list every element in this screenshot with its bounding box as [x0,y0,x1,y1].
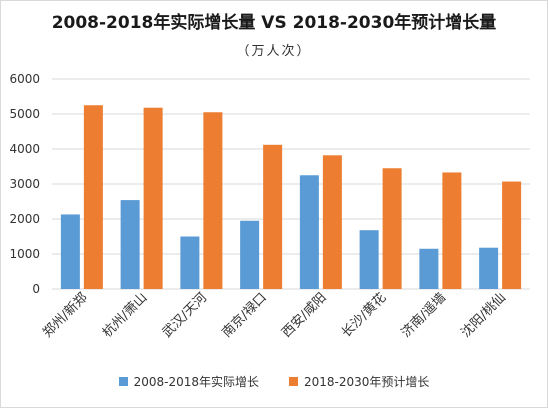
chart-title: 2008-2018年实际增长量 VS 2018-2030年预计增长量 [51,13,497,33]
bar-actual [299,175,319,289]
bar-actual [120,200,140,289]
bar-forecast [83,105,103,289]
y-tick-label: 3000 [9,177,40,191]
bar-forecast [382,168,402,289]
bar-forecast [442,172,462,289]
legend-item-forecast: 2018-2030年预计增长 [289,373,429,390]
chart-subtitle: （万人次） [236,44,312,59]
bar-actual [60,214,80,289]
x-tick-label: 沈阳/桃仙 [458,290,508,340]
bar-actual [479,247,499,289]
bar-forecast [203,112,223,289]
bar-actual [240,220,260,289]
y-tick-label: 1000 [9,247,40,261]
y-tick-label: 0 [32,282,40,296]
x-tick-label: 西安/咸阳 [279,290,329,340]
legend-swatch-forecast [289,377,298,386]
bar-forecast [322,155,342,289]
legend-label-actual: 2008-2018年实际增长 [133,375,259,389]
x-tick-label: 南京/禄口 [219,290,270,341]
bar-actual [419,248,439,289]
legend-item-actual: 2008-2018年实际增长 [118,373,259,390]
bar-forecast [143,107,163,289]
bar-forecast [263,144,283,289]
bar-forecast [502,181,522,289]
legend: 2008-2018年实际增长 2018-2030年预计增长 [0,373,548,390]
x-tick-label: 济南/遥墙 [398,290,449,341]
y-tick-label: 6000 [9,72,40,86]
bar-actual [359,230,379,289]
legend-label-forecast: 2018-2030年预计增长 [304,375,430,389]
bar-actual [180,236,200,289]
x-tick-label: 杭州/萧山 [100,290,150,340]
y-tick-label: 5000 [9,107,40,121]
x-tick-label: 长沙/黄花 [338,290,389,341]
x-tick-label: 武汉/天河 [160,290,210,340]
y-tick-label: 2000 [9,212,40,226]
y-tick-label: 4000 [9,142,40,156]
x-tick-label: 郑州/新郑 [40,290,91,341]
legend-swatch-actual [118,377,128,386]
